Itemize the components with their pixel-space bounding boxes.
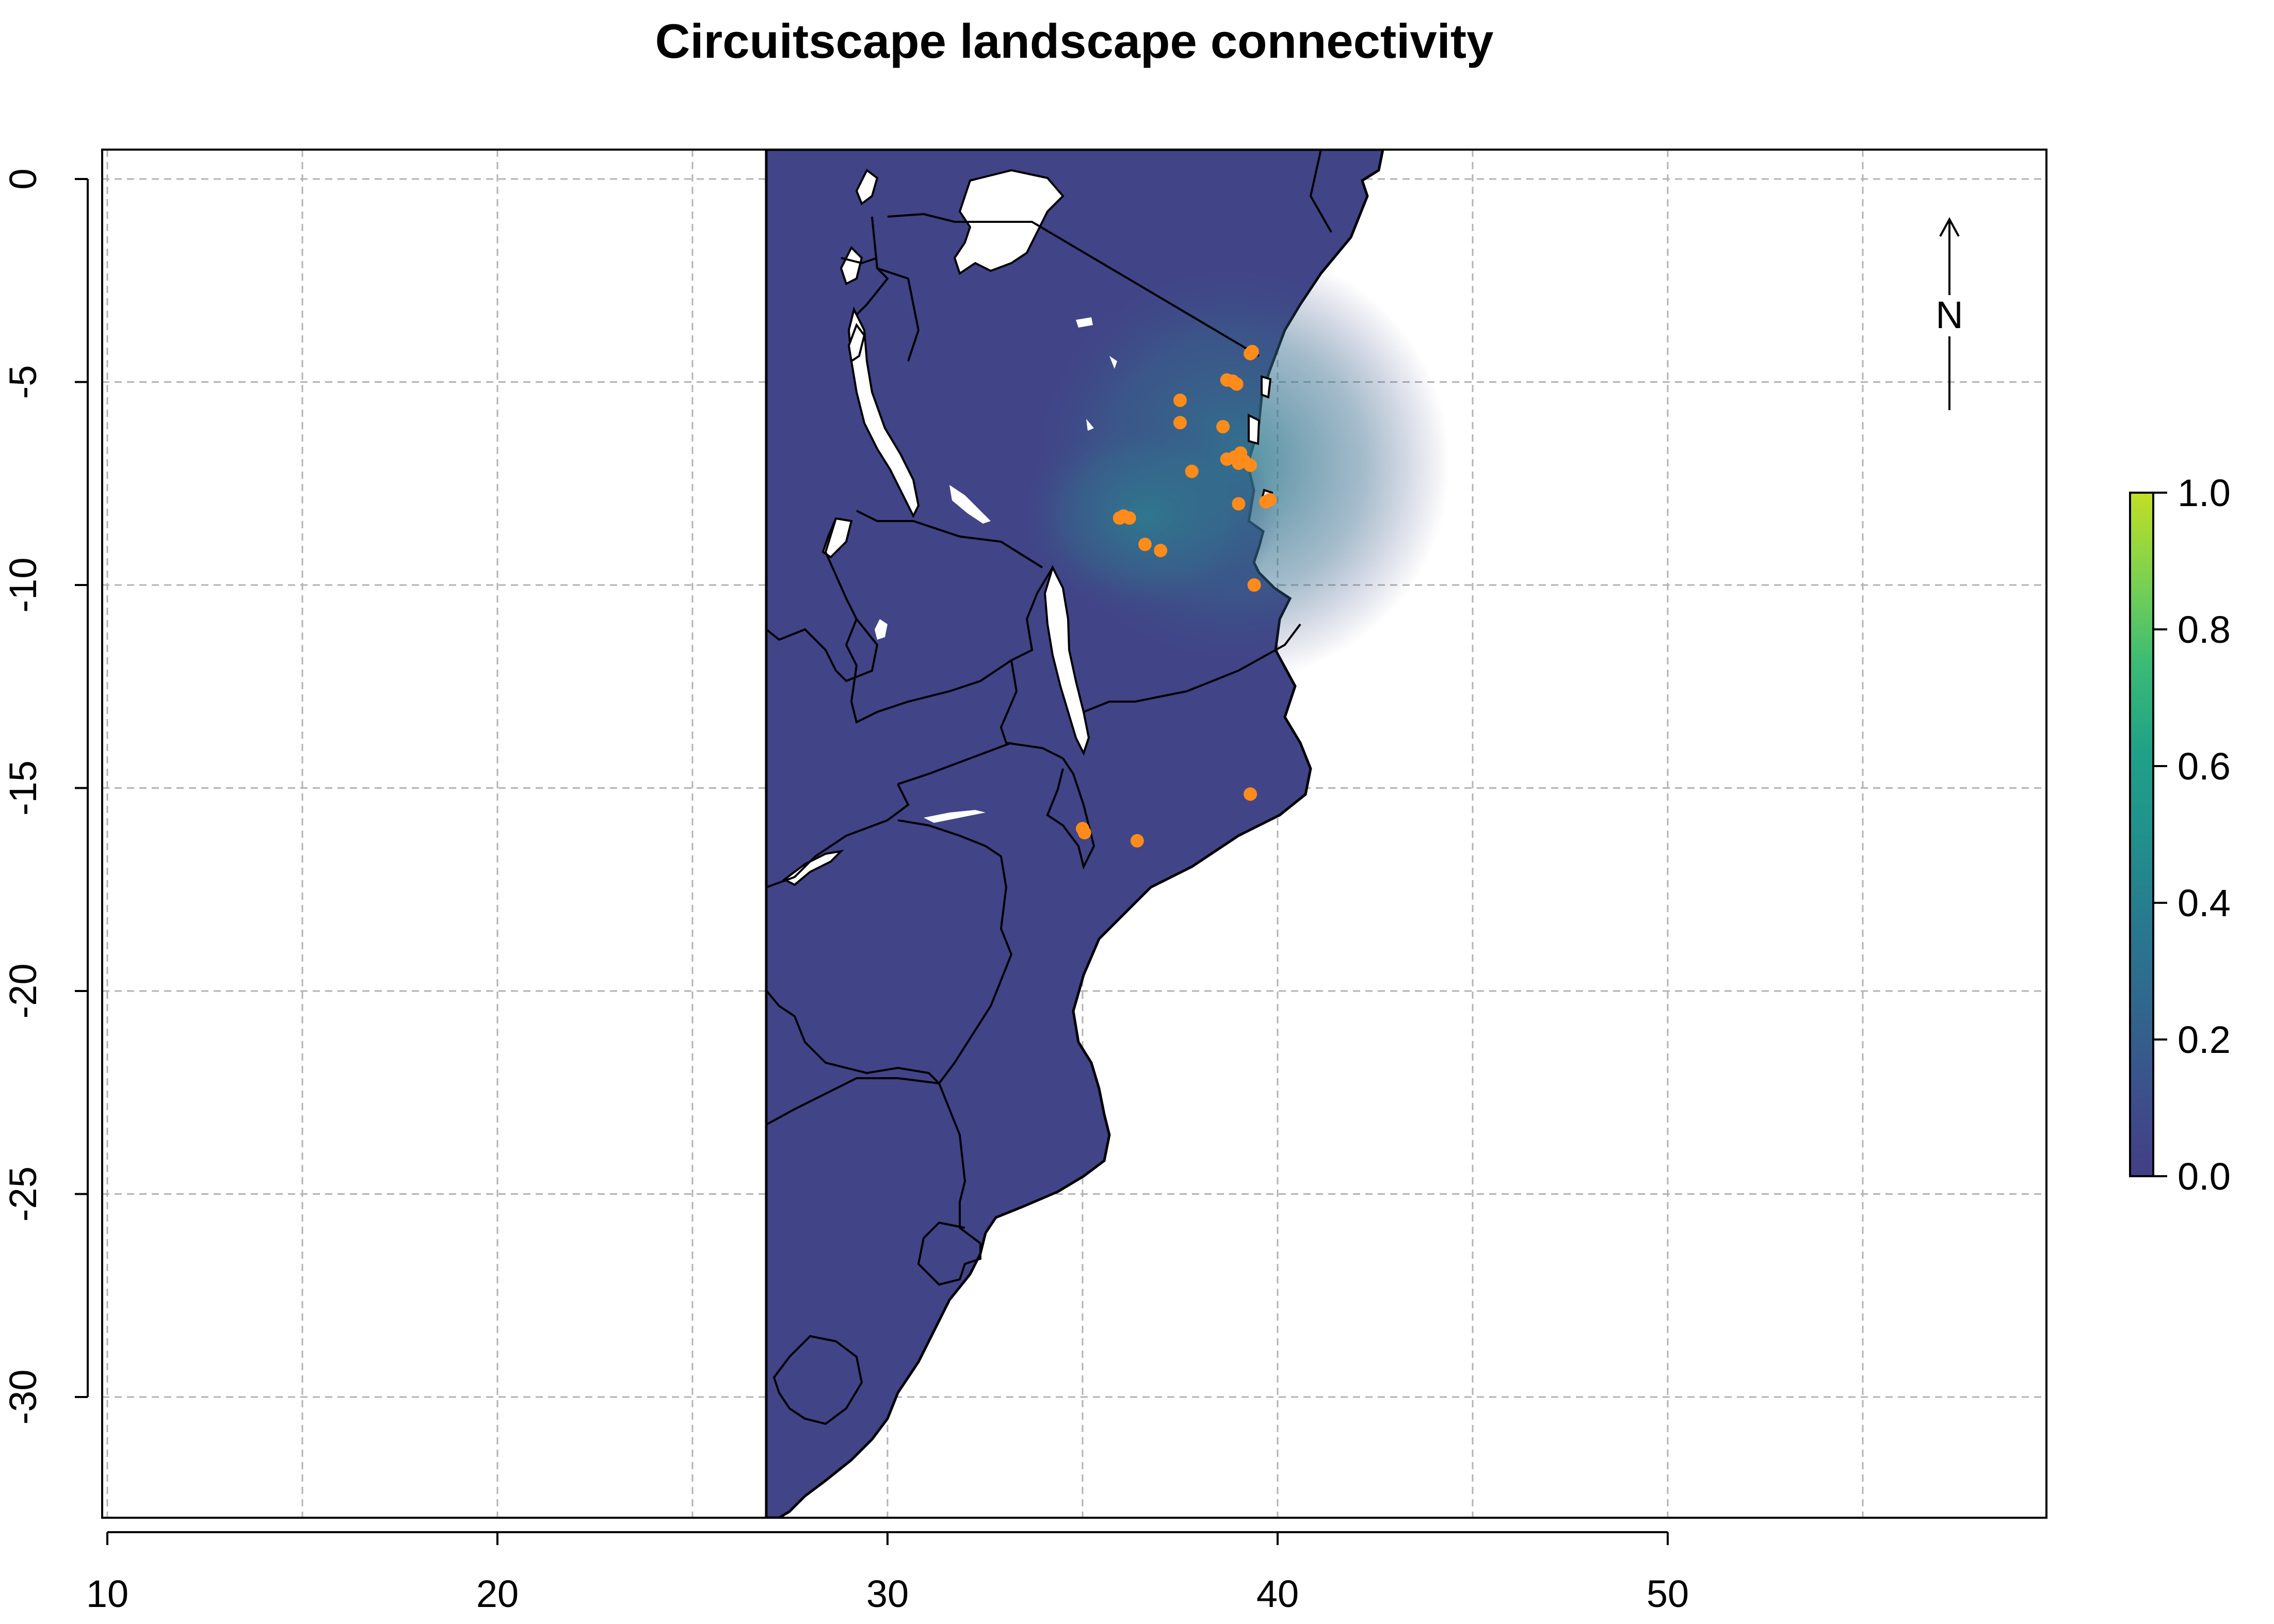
y-tick-label: 0 <box>2 168 44 189</box>
y-tick-label: -30 <box>2 1370 44 1425</box>
x-tick-label: 10 <box>86 1572 128 1615</box>
chart-title: Circuitscape landscape connectivity <box>655 14 1494 68</box>
lake-malawi <box>1043 564 1090 756</box>
colorbar-tick-label: 0.6 <box>2178 745 2231 788</box>
y-tick-label: -20 <box>2 964 44 1019</box>
y-tick-label: -5 <box>2 365 44 399</box>
lake-kyoga-albert <box>840 168 879 285</box>
colorbar-tick-label: 1.0 <box>2178 472 2231 514</box>
north-label: N <box>1936 294 1963 336</box>
colorbar-tick-label: 0.2 <box>2178 1018 2231 1061</box>
occurrence-point <box>1130 834 1144 848</box>
colorbar <box>2129 492 2154 1177</box>
y-tick-label: -10 <box>2 558 44 613</box>
north-arrow-head <box>1939 217 1960 237</box>
axes: 10 20 30 40 50 0 -5 -10 -15 -20 -25 -30 <box>2 168 1689 1615</box>
occurrence-point <box>1154 544 1168 558</box>
occurrence-point <box>1232 456 1246 470</box>
occurrence-points <box>1076 345 1277 848</box>
colorbar-ticks: 1.0 0.8 0.6 0.4 0.2 0.0 <box>2153 472 2231 1198</box>
occurrence-point <box>1263 493 1277 507</box>
occurrence-point <box>1122 511 1136 525</box>
occurrence-point <box>1173 416 1187 430</box>
x-tick-label: 50 <box>1647 1572 1689 1615</box>
colorbar-legend: 1.0 0.8 0.6 0.4 0.2 0.0 <box>2129 472 2231 1198</box>
occurrence-point <box>1173 393 1187 407</box>
y-tick-label: -25 <box>2 1166 44 1222</box>
y-tick-label: -15 <box>2 760 44 816</box>
occurrence-point <box>1244 787 1257 801</box>
occurrence-point <box>1230 377 1244 391</box>
occurrence-point <box>1232 497 1246 511</box>
occurrence-point <box>1244 458 1257 472</box>
north-arrow: N <box>1934 217 1965 410</box>
lake-kivu <box>847 322 866 363</box>
lake-tanganyika <box>847 306 920 518</box>
raster-layer <box>765 150 1450 1518</box>
occurrence-point <box>1247 578 1261 592</box>
connectivity-hotspot <box>1011 413 1280 619</box>
occurrence-point <box>1138 538 1152 551</box>
colorbar-tick-label: 0.8 <box>2178 608 2231 651</box>
x-tick-label: 20 <box>476 1572 519 1615</box>
lake-bangweulu <box>875 619 888 640</box>
island-pemba <box>1261 375 1272 399</box>
lake-rukwa <box>949 485 991 524</box>
country-borders <box>765 150 1332 1425</box>
lake-mweru <box>821 517 853 559</box>
x-tick-label: 30 <box>866 1572 909 1615</box>
colorbar-tick-label: 0.4 <box>2178 882 2231 924</box>
plot-frame <box>101 149 2047 1519</box>
island-zanzibar <box>1248 413 1261 445</box>
north-label-bg <box>1934 295 1965 336</box>
occurrence-point <box>1077 826 1091 840</box>
x-tick-label: 40 <box>1256 1572 1299 1615</box>
occurrence-point <box>1185 464 1199 478</box>
occurrence-point <box>1245 345 1259 359</box>
occurrence-point <box>1216 420 1230 434</box>
colorbar-tick-label: 0.0 <box>2178 1155 2231 1198</box>
lake-cahora-bassa <box>924 810 986 823</box>
